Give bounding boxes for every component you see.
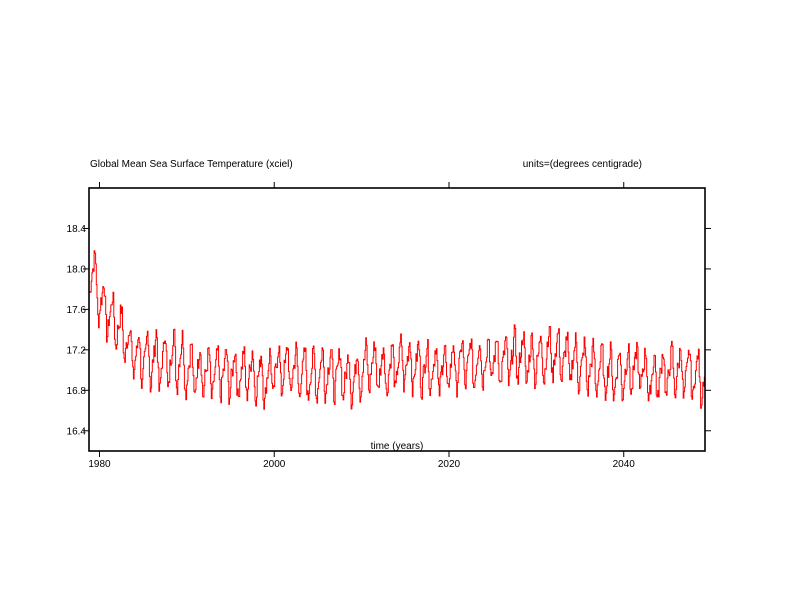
y-tick-label: 16.8: [67, 386, 87, 397]
x-tick-label: 2000: [263, 459, 286, 470]
y-axis-ticks: 16.4 16.8 17.2 17.6 18.0 18.4: [67, 224, 711, 437]
x-tick-label: 1980: [88, 459, 111, 470]
units-label: units=(degrees centigrade): [523, 159, 642, 170]
y-tick-label: 18.0: [67, 264, 87, 275]
series-line: [89, 250, 706, 410]
x-axis-ticks: 1980 2000 2020 2040: [88, 182, 635, 470]
plot-frame: [88, 187, 706, 452]
x-axis-label: time (years): [371, 441, 424, 452]
y-tick-label: 18.4: [67, 224, 87, 235]
x-tick-label: 2020: [438, 459, 461, 470]
chart-title: Global Mean Sea Surface Temperature (xci…: [90, 159, 293, 170]
y-tick-label: 16.4: [67, 426, 87, 437]
y-tick-label: 17.2: [67, 345, 87, 356]
x-tick-label: 2040: [613, 459, 636, 470]
y-tick-label: 17.6: [67, 305, 87, 316]
series-temperature: [89, 250, 706, 410]
